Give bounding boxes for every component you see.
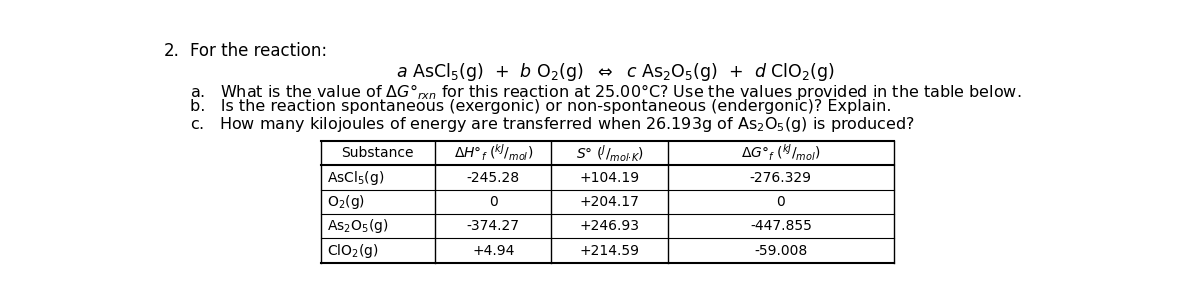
Text: -59.008: -59.008 — [755, 244, 808, 257]
Text: $\Delta H\degree_f\ (^{kJ}/_{mol})$: $\Delta H\degree_f\ (^{kJ}/_{mol})$ — [454, 143, 533, 163]
Text: As$_2$O$_5$(g): As$_2$O$_5$(g) — [326, 217, 388, 235]
Text: a.   What is the value of $\Delta G\degree_{rxn}$ for this reaction at 25.00°C? : a. What is the value of $\Delta G\degree… — [191, 82, 1021, 102]
Text: +204.17: +204.17 — [580, 195, 640, 209]
Text: -374.27: -374.27 — [467, 219, 520, 233]
Text: -276.329: -276.329 — [750, 171, 812, 185]
Text: O$_2$(g): O$_2$(g) — [326, 193, 365, 211]
Text: 0: 0 — [488, 195, 498, 209]
Text: 2.: 2. — [164, 42, 180, 60]
Text: +104.19: +104.19 — [580, 171, 640, 185]
Text: AsCl$_5$(g): AsCl$_5$(g) — [326, 169, 384, 187]
Text: c.   How many kilojoules of energy are transferred when 26.193g of As$_2$O$_5$(g: c. How many kilojoules of energy are tra… — [191, 115, 916, 134]
Text: -447.855: -447.855 — [750, 219, 811, 233]
Text: b.   Is the reaction spontaneous (exergonic) or non-spontaneous (endergonic)? Ex: b. Is the reaction spontaneous (exergoni… — [191, 99, 892, 114]
Text: 0: 0 — [776, 195, 785, 209]
Text: $\Delta G\degree_f\ (^{kJ}/_{mol})$: $\Delta G\degree_f\ (^{kJ}/_{mol})$ — [742, 143, 821, 163]
Text: Substance: Substance — [342, 146, 414, 160]
Text: +246.93: +246.93 — [580, 219, 640, 233]
Text: $S\degree\ (^{J}/_{mol{\cdot}K})$: $S\degree\ (^{J}/_{mol{\cdot}K})$ — [576, 143, 643, 164]
Text: For the reaction:: For the reaction: — [191, 42, 328, 60]
Text: ClO$_2$(g): ClO$_2$(g) — [326, 242, 378, 260]
Text: -245.28: -245.28 — [467, 171, 520, 185]
Text: +214.59: +214.59 — [580, 244, 640, 257]
Text: +4.94: +4.94 — [472, 244, 515, 257]
Text: $a$ AsCl$_5$(g)  +  $b$ O$_2$(g)  $\Leftrightarrow$  $c$ As$_2$O$_5$(g)  +  $d$ : $a$ AsCl$_5$(g) + $b$ O$_2$(g) $\Leftrig… — [396, 61, 834, 83]
